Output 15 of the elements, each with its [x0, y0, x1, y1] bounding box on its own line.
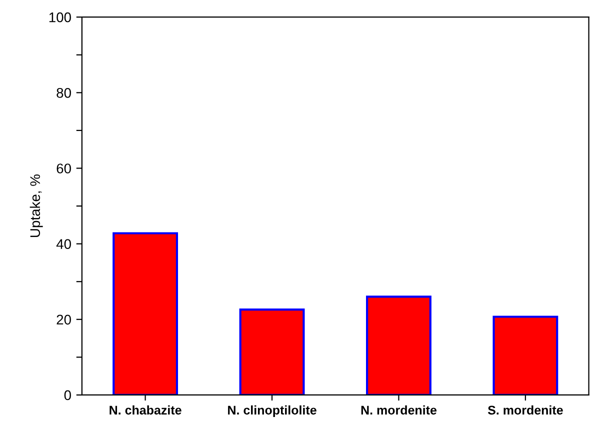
- x-tick-label: N. chabazite: [110, 405, 182, 415]
- y-axis-title: Uptake, %: [30, 174, 43, 237]
- y-tick-label: 20: [56, 314, 71, 325]
- y-tick-label: 100: [49, 12, 71, 22]
- y-tick-label: 0: [64, 390, 71, 400]
- bar: [112, 232, 178, 395]
- y-tick-label: 80: [56, 88, 71, 98]
- bar: [239, 308, 305, 395]
- y-tick-label: 60: [56, 164, 71, 174]
- x-tick-label: N. mordenite: [361, 405, 436, 415]
- x-tick-label: S. mordenite: [488, 405, 563, 415]
- bar: [366, 296, 432, 395]
- y-tick-label: 40: [56, 239, 71, 249]
- bar: [492, 316, 558, 395]
- x-tick-label: N. clinoptilolite: [228, 405, 316, 418]
